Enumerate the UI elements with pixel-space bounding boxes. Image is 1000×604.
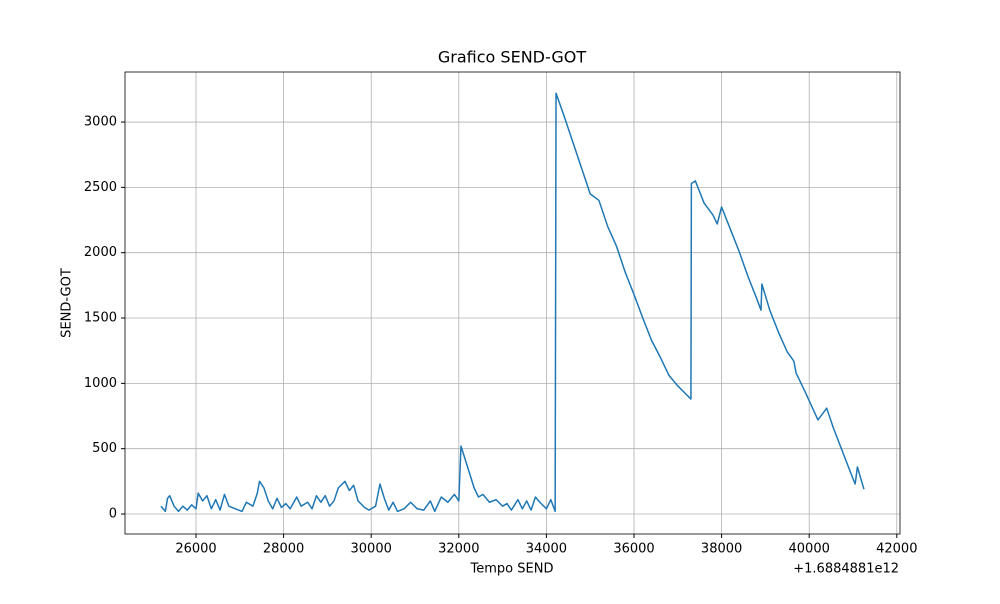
chart-title: Grafico SEND-GOT	[438, 48, 586, 67]
x-tick-label: 26000	[175, 542, 216, 557]
y-tick-label: 2000	[84, 245, 117, 260]
y-tick-label: 3000	[84, 115, 117, 130]
x-tick-label: 34000	[526, 542, 567, 557]
x-tick-label: 38000	[701, 542, 742, 557]
x-tick-label: 32000	[438, 542, 479, 557]
y-tick-label: 1000	[84, 376, 117, 391]
plot-frame	[124, 71, 901, 535]
y-tick-label: 0	[109, 507, 117, 522]
x-tick-label: 36000	[613, 542, 654, 557]
data-line	[160, 92, 865, 513]
y-tick-label: 500	[92, 441, 117, 456]
x-tick-label: 30000	[351, 542, 392, 557]
y-tick-label: 1500	[84, 311, 117, 326]
x-tick-label: 28000	[263, 542, 304, 557]
x-axis-label: Tempo SEND	[470, 562, 554, 577]
x-tick-label: 42000	[876, 542, 917, 557]
x-tick-label: 40000	[789, 542, 830, 557]
y-axis-label: SEND-GOT	[60, 268, 75, 338]
x-offset-label: +1.6884881e12	[793, 562, 899, 577]
y-tick-label: 2500	[84, 180, 117, 195]
